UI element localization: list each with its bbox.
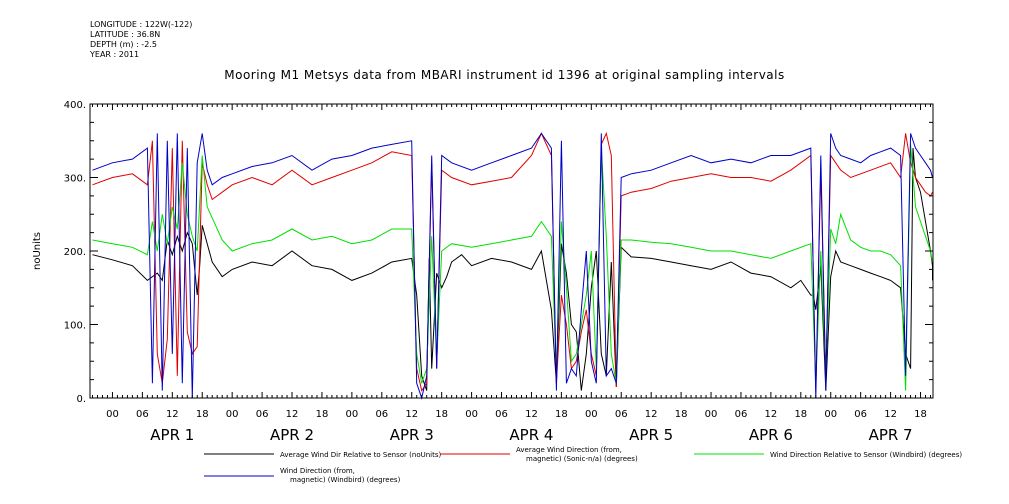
legend-label-2: Average Wind Direction (from, magnetic) (…	[516, 446, 638, 463]
x-hour-label: 00	[106, 409, 119, 420]
y-tick-label: 100.	[64, 321, 86, 332]
x-hour-label: 18	[196, 409, 209, 420]
legend-label-3: Wind Direction Relative to Sensor (Windb…	[770, 451, 962, 459]
year-label: YEAR : 2011	[90, 50, 140, 59]
x-hour-label: 12	[884, 409, 897, 420]
x-hour-label: 00	[705, 409, 718, 420]
x-hour-label: 12	[645, 409, 658, 420]
y-tick-label: 400.	[64, 100, 86, 111]
x-day-label: APR 4	[509, 426, 553, 444]
x-day-label: APR 5	[629, 426, 673, 444]
x-hour-label: 18	[675, 409, 688, 420]
x-day-label: APR 2	[270, 426, 314, 444]
series-line-4	[92, 132, 933, 400]
series-line-1	[92, 148, 933, 391]
x-day-label: APR 7	[869, 426, 913, 444]
x-day-label: APR 1	[150, 426, 194, 444]
station-metadata: LONGITUDE : 122W(-122) LATITUDE : 36.8N …	[90, 20, 192, 60]
x-hour-label: 18	[914, 409, 927, 420]
y-axis-label: noUnits	[32, 232, 43, 270]
legend-label-4: Wind Direction (from, magnetic) (Windbird…	[280, 467, 401, 484]
x-hour-label: 06	[854, 409, 867, 420]
x-hour-label: 06	[735, 409, 748, 420]
legend-label-1: Average Wind Dir Relative to Sensor (noU…	[280, 451, 441, 459]
x-day-label: APR 6	[749, 426, 793, 444]
x-hour-label: 12	[166, 409, 179, 420]
series-line-3	[92, 144, 933, 391]
longitude-label: LONGITUDE : 122W(-122)	[90, 20, 193, 29]
x-hour-label: 06	[375, 409, 388, 420]
x-hour-label: 00	[465, 409, 478, 420]
x-hour-label: 00	[824, 409, 837, 420]
x-hour-label: 00	[226, 409, 239, 420]
y-tick-label: 300.	[64, 174, 86, 185]
chart-title: Mooring M1 Metsys data from MBARI instru…	[224, 68, 785, 82]
y-tick-label: 0.	[76, 394, 86, 405]
x-hour-label: 06	[495, 409, 508, 420]
x-hour-label: 00	[346, 409, 359, 420]
x-hour-label: 18	[316, 409, 329, 420]
plot-frame	[89, 103, 934, 399]
x-hour-label: 06	[615, 409, 628, 420]
latitude-label: LATITUDE : 36.8N	[90, 30, 161, 39]
x-hour-label: 12	[525, 409, 538, 420]
x-hour-label: 12	[286, 409, 299, 420]
x-hour-label: 12	[405, 409, 418, 420]
x-hour-label: 18	[794, 409, 807, 420]
legend: Average Wind Dir Relative to Sensor (noU…	[204, 446, 962, 484]
y-axis: 0. 100. 200. 300. 400.	[64, 100, 933, 405]
x-hour-label: 00	[585, 409, 598, 420]
x-hour-label: 18	[555, 409, 568, 420]
y-tick-label: 200.	[64, 247, 86, 258]
x-hour-label: 18	[435, 409, 448, 420]
depth-label: DEPTH (m) : -2.5	[90, 40, 157, 49]
series-lines	[92, 131, 933, 400]
x-hour-label: 06	[256, 409, 269, 420]
x-day-label: APR 3	[390, 426, 434, 444]
x-axis: 00 06 12 18 00 06 12 18 00 06 12 18 00 06 12 18 00 06 12 18…	[91, 104, 932, 444]
x-hour-label: 06	[136, 409, 149, 420]
x-hour-label: 12	[765, 409, 778, 420]
